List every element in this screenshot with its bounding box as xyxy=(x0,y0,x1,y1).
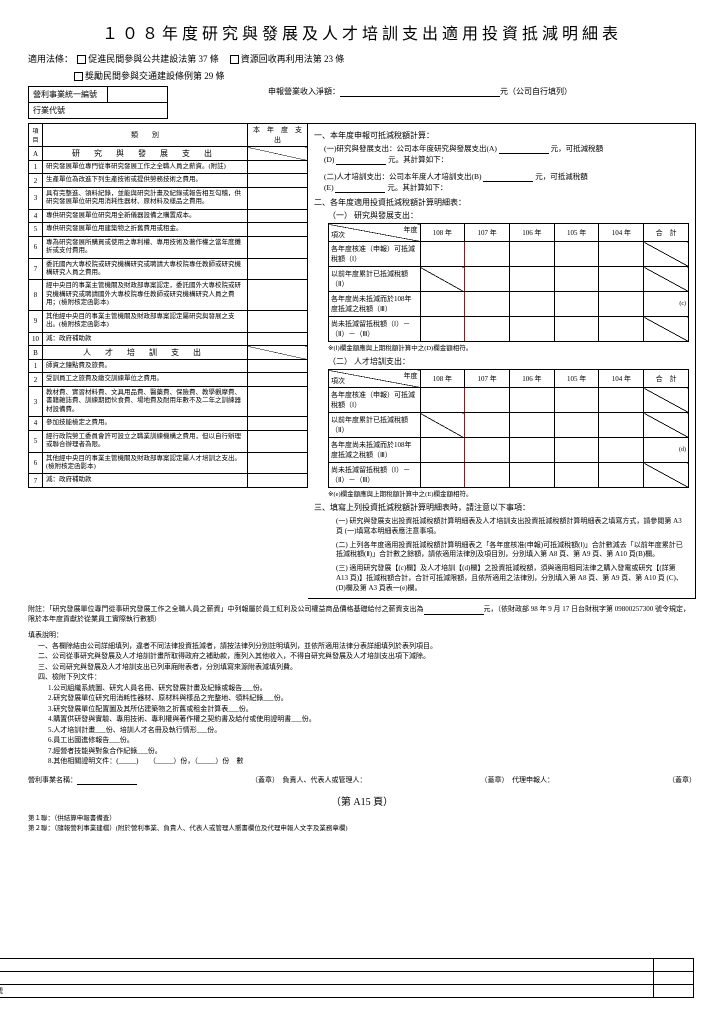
amt-a2[interactable] xyxy=(248,174,308,187)
r-h2: 二、各年度適用投資抵減稅額計算明細表： xyxy=(314,197,689,208)
row-b5: 經行政院勞工委員會許可設立之職業訓練機構之費用，但以自行辦理或聯合辦理者為限。 xyxy=(43,430,248,452)
row-b1: 師資之鐘點費及旅費。 xyxy=(43,360,248,373)
fill-4: 四、檢附下列文件： xyxy=(28,672,696,683)
industry-code-box: 行業代號 xyxy=(29,103,168,119)
footer: 第１聯：（供結算申報書備查） 第２聯：（隨報營利事業建檔）(附於營利事業、負責人… xyxy=(28,812,696,832)
hdr-amt: 本 年 度 支 出 xyxy=(248,124,308,147)
field-d[interactable] xyxy=(336,155,386,165)
amt-a10[interactable] xyxy=(248,332,308,345)
row-a10: 減：政府補助款 xyxy=(43,332,248,345)
row-b4: 參加技能檢定之費用。 xyxy=(43,417,248,430)
fill-3: 三、公司研究與發展及人才培訓支出已列車廂附表者，分別填寫來源附表減填列費。 xyxy=(28,662,696,673)
note1: ※(Ⅰ)欄金額應與上期稅額計算中之(D)欄金額相符。 xyxy=(314,342,689,352)
law-prefix: 適用法條： xyxy=(28,54,73,64)
fill-4c: 3.研究發展單位配置圖及其所佔建築物之折舊或租金計算表___份。 xyxy=(28,704,696,715)
amt-a6[interactable] xyxy=(248,236,308,258)
row-b2: 受訓員工之旅費及繳交訓練單位之費用。 xyxy=(43,373,248,386)
grid-train: 年度項次 108 年 107 年 106 年 105 年 104 年 合 計 各… xyxy=(328,369,689,488)
row-a9: 其他經中央目的事業主管機關及財政部專案認定屬研究與發展之支出。(檢附核定函影本) xyxy=(43,310,248,332)
fill-4h: 8.其他相關證明文件：(_____) （_____）份，（_____）份 數 xyxy=(28,756,696,767)
law-b: 資源回收再利用法第 23 條 xyxy=(241,54,345,64)
law-a: 促進民間參與公共建設法第 37 條 xyxy=(88,54,219,64)
section-b: 人 才 培 訓 支 出 xyxy=(43,346,248,360)
appendix-field[interactable] xyxy=(424,605,484,615)
company-name-field[interactable] xyxy=(77,775,137,785)
row-a2: 生產單位為改進下列生產技術或提供勞務技術之費用。 xyxy=(43,174,248,187)
r-h3a: (一) 研究與發展支出投資抵減稅額計算明細表及人才培訓支出投資抵減稅額計算明細表… xyxy=(314,517,689,537)
fill-2: 二、公司從事研究與發展及人才培訓計畫所取得政府之補助款，應列入其他收入，不得自研… xyxy=(28,651,696,662)
uniform-no-field[interactable] xyxy=(108,87,168,103)
amt-b5[interactable] xyxy=(248,430,308,452)
r-h1b: (二)人才培訓支出：公司本年度人才培訓支出(B) xyxy=(324,172,482,181)
left-table: 項目 類 別 本 年 度 支 出 A 研 究 與 發 展 支 出 1研究發展單位… xyxy=(28,123,308,488)
checkbox-law-c[interactable] xyxy=(74,72,83,81)
page-title: １０８年度研究與發展及人才培訓支出適用投資抵減明細表 xyxy=(28,20,696,44)
row-a5: 專供研究發展單位用建築物之折舊費用或租金。 xyxy=(43,223,248,236)
amt-a4[interactable] xyxy=(248,209,308,222)
fill-4a: 1.公司組織系統圖、研究人員名冊、研究發展計畫及紀錄或報告___份。 xyxy=(28,683,696,694)
row-a8: 經中央目的事業主管機關及財政部專案認定，委託國外大專校院或研究機構研究或聘請國外… xyxy=(43,280,248,310)
checkbox-law-a[interactable] xyxy=(77,55,86,64)
corner-box: 分 局 稽 徵 所 收件編號 xyxy=(0,958,694,998)
r-h2b: （二） 人才培訓支出： xyxy=(314,356,689,367)
amt-a9[interactable] xyxy=(248,310,308,332)
fill-head: 填表說明： xyxy=(28,630,696,641)
fill-4g: 7.經營者技能與對象合作紀錄___份。 xyxy=(28,746,696,757)
signature-row: 營利事業名稱： （蓋章） 負責人、代表人或管理人： （蓋章） 代理申報人： （蓋… xyxy=(28,775,696,785)
row-b6: 其他經中央目的事業主管機關及財政部專案認定屬人才培訓之支出。(檢附核定函影本) xyxy=(43,452,248,474)
row-b3: 教材費、實習材料費、文具用品費、醫藥費、保險費、教學觀摩費、書籍雜誌費、訓練期間… xyxy=(43,386,248,416)
checkbox-law-b[interactable] xyxy=(230,55,239,64)
amt-b7[interactable] xyxy=(248,474,308,487)
r-h3b: (二) 上列各年度適用投資抵減稅額計算明細表之「各年度核准(申報)可抵減稅額(Ⅰ… xyxy=(314,541,689,561)
row-a3: 具有完整進、領料紀錄，並能與研究計畫及紀錄或報告相互勾稽，供研究發展單位研究用消… xyxy=(43,187,248,209)
r-h1a: (一)研究與發展支出：公司本年度研究與發展支出(A) xyxy=(324,144,497,153)
section-a: 研 究 與 發 展 支 出 xyxy=(43,147,248,161)
amt-b1[interactable] xyxy=(248,360,308,373)
hdr-type: 類 別 xyxy=(43,124,248,147)
law-line-1: 適用法條： 促進民間參與公共建設法第 37 條 資源回收再利用法第 23 條 xyxy=(28,52,696,65)
uniform-no-box: 營利事業統一編號 xyxy=(29,87,108,103)
net-income-line: 申報營業收入淨額：元（公司自行填列） xyxy=(268,86,572,97)
amt-a8[interactable] xyxy=(248,280,308,310)
r-h3c: (三) 適用研究發展【(c)欄】及人才培訓【(d)欄】之投資抵減稅額，須與適用相… xyxy=(314,564,689,593)
amt-b2[interactable] xyxy=(248,373,308,386)
r-h1: 一、本年度申報可抵減稅額計算： xyxy=(314,130,689,141)
r-h3: 三、填寫上列投資抵減稅額計算明細表時，請注意以下事項： xyxy=(314,502,689,513)
hdr-cat: 項目 xyxy=(29,124,43,147)
note2: ※(e)欄金額應與上期稅額計算中之(E)欄金額相符。 xyxy=(314,488,689,498)
field-e[interactable] xyxy=(335,183,385,193)
row-a1: 研究發展單位專門從事研究發展工作之全職人員之薪資。(附註) xyxy=(43,161,248,174)
amt-b4[interactable] xyxy=(248,417,308,430)
fill-4f: 6.員工出國進修報告___份。 xyxy=(28,735,696,746)
row-b7: 減：政府補助款 xyxy=(43,474,248,487)
fill-4b: 2.研究發展單位研究用消耗性器材、原材料與樣品之完整地、領料紀錄___份。 xyxy=(28,693,696,704)
appendix: 附註：「研究發展單位專門從事研究發展工作之全職人員之薪資」中列報屬於員工紅利及公… xyxy=(28,605,696,625)
row-a7: 委託國內大專校院或研究機構研究或聘請大專校院專任教師或研究機構研究人員之費用。 xyxy=(43,258,248,280)
fill-4e: 5.人才培訓計畫___份、培訓人才名冊及執行情形___份。 xyxy=(28,725,696,736)
row-a6: 專為研究發展所購買或使用之專利權、專用技術及著作權之當年度攤折或支付費用。 xyxy=(43,236,248,258)
fill-4d: 4.購置供研發與實驗、專用技術、專利權與著作權之契約書及給付或使用證明書___份… xyxy=(28,714,696,725)
law-line-2: 獎勵民間參與交通建設條例第 29 條 xyxy=(28,69,696,82)
amt-b3[interactable] xyxy=(248,386,308,416)
field-b[interactable] xyxy=(483,172,533,182)
grid-rd: 年度項次 108 年 107 年 106 年 105 年 104 年 合 計 各… xyxy=(328,223,689,342)
amt-a7[interactable] xyxy=(248,258,308,280)
law-c: 獎勵民間參與交通建設條例第 29 條 xyxy=(85,71,225,81)
amt-a5[interactable] xyxy=(248,223,308,236)
row-a4: 專供研究發展單位研究用全新儀器設備之購置成本。 xyxy=(43,209,248,222)
field-a[interactable] xyxy=(499,144,549,154)
amt-a3[interactable] xyxy=(248,187,308,209)
amt-b6[interactable] xyxy=(248,452,308,474)
r-h2a: （一） 研究與發展支出： xyxy=(314,210,689,221)
page-number: （第 A15 頁） xyxy=(28,793,696,808)
fill-1: 一、各欄除結由公司詳細填列，違者不同法律投資抵減者，請按法律列分別註明填列，並依… xyxy=(28,641,696,652)
amt-a1[interactable] xyxy=(248,161,308,174)
net-income-field[interactable] xyxy=(340,87,500,97)
